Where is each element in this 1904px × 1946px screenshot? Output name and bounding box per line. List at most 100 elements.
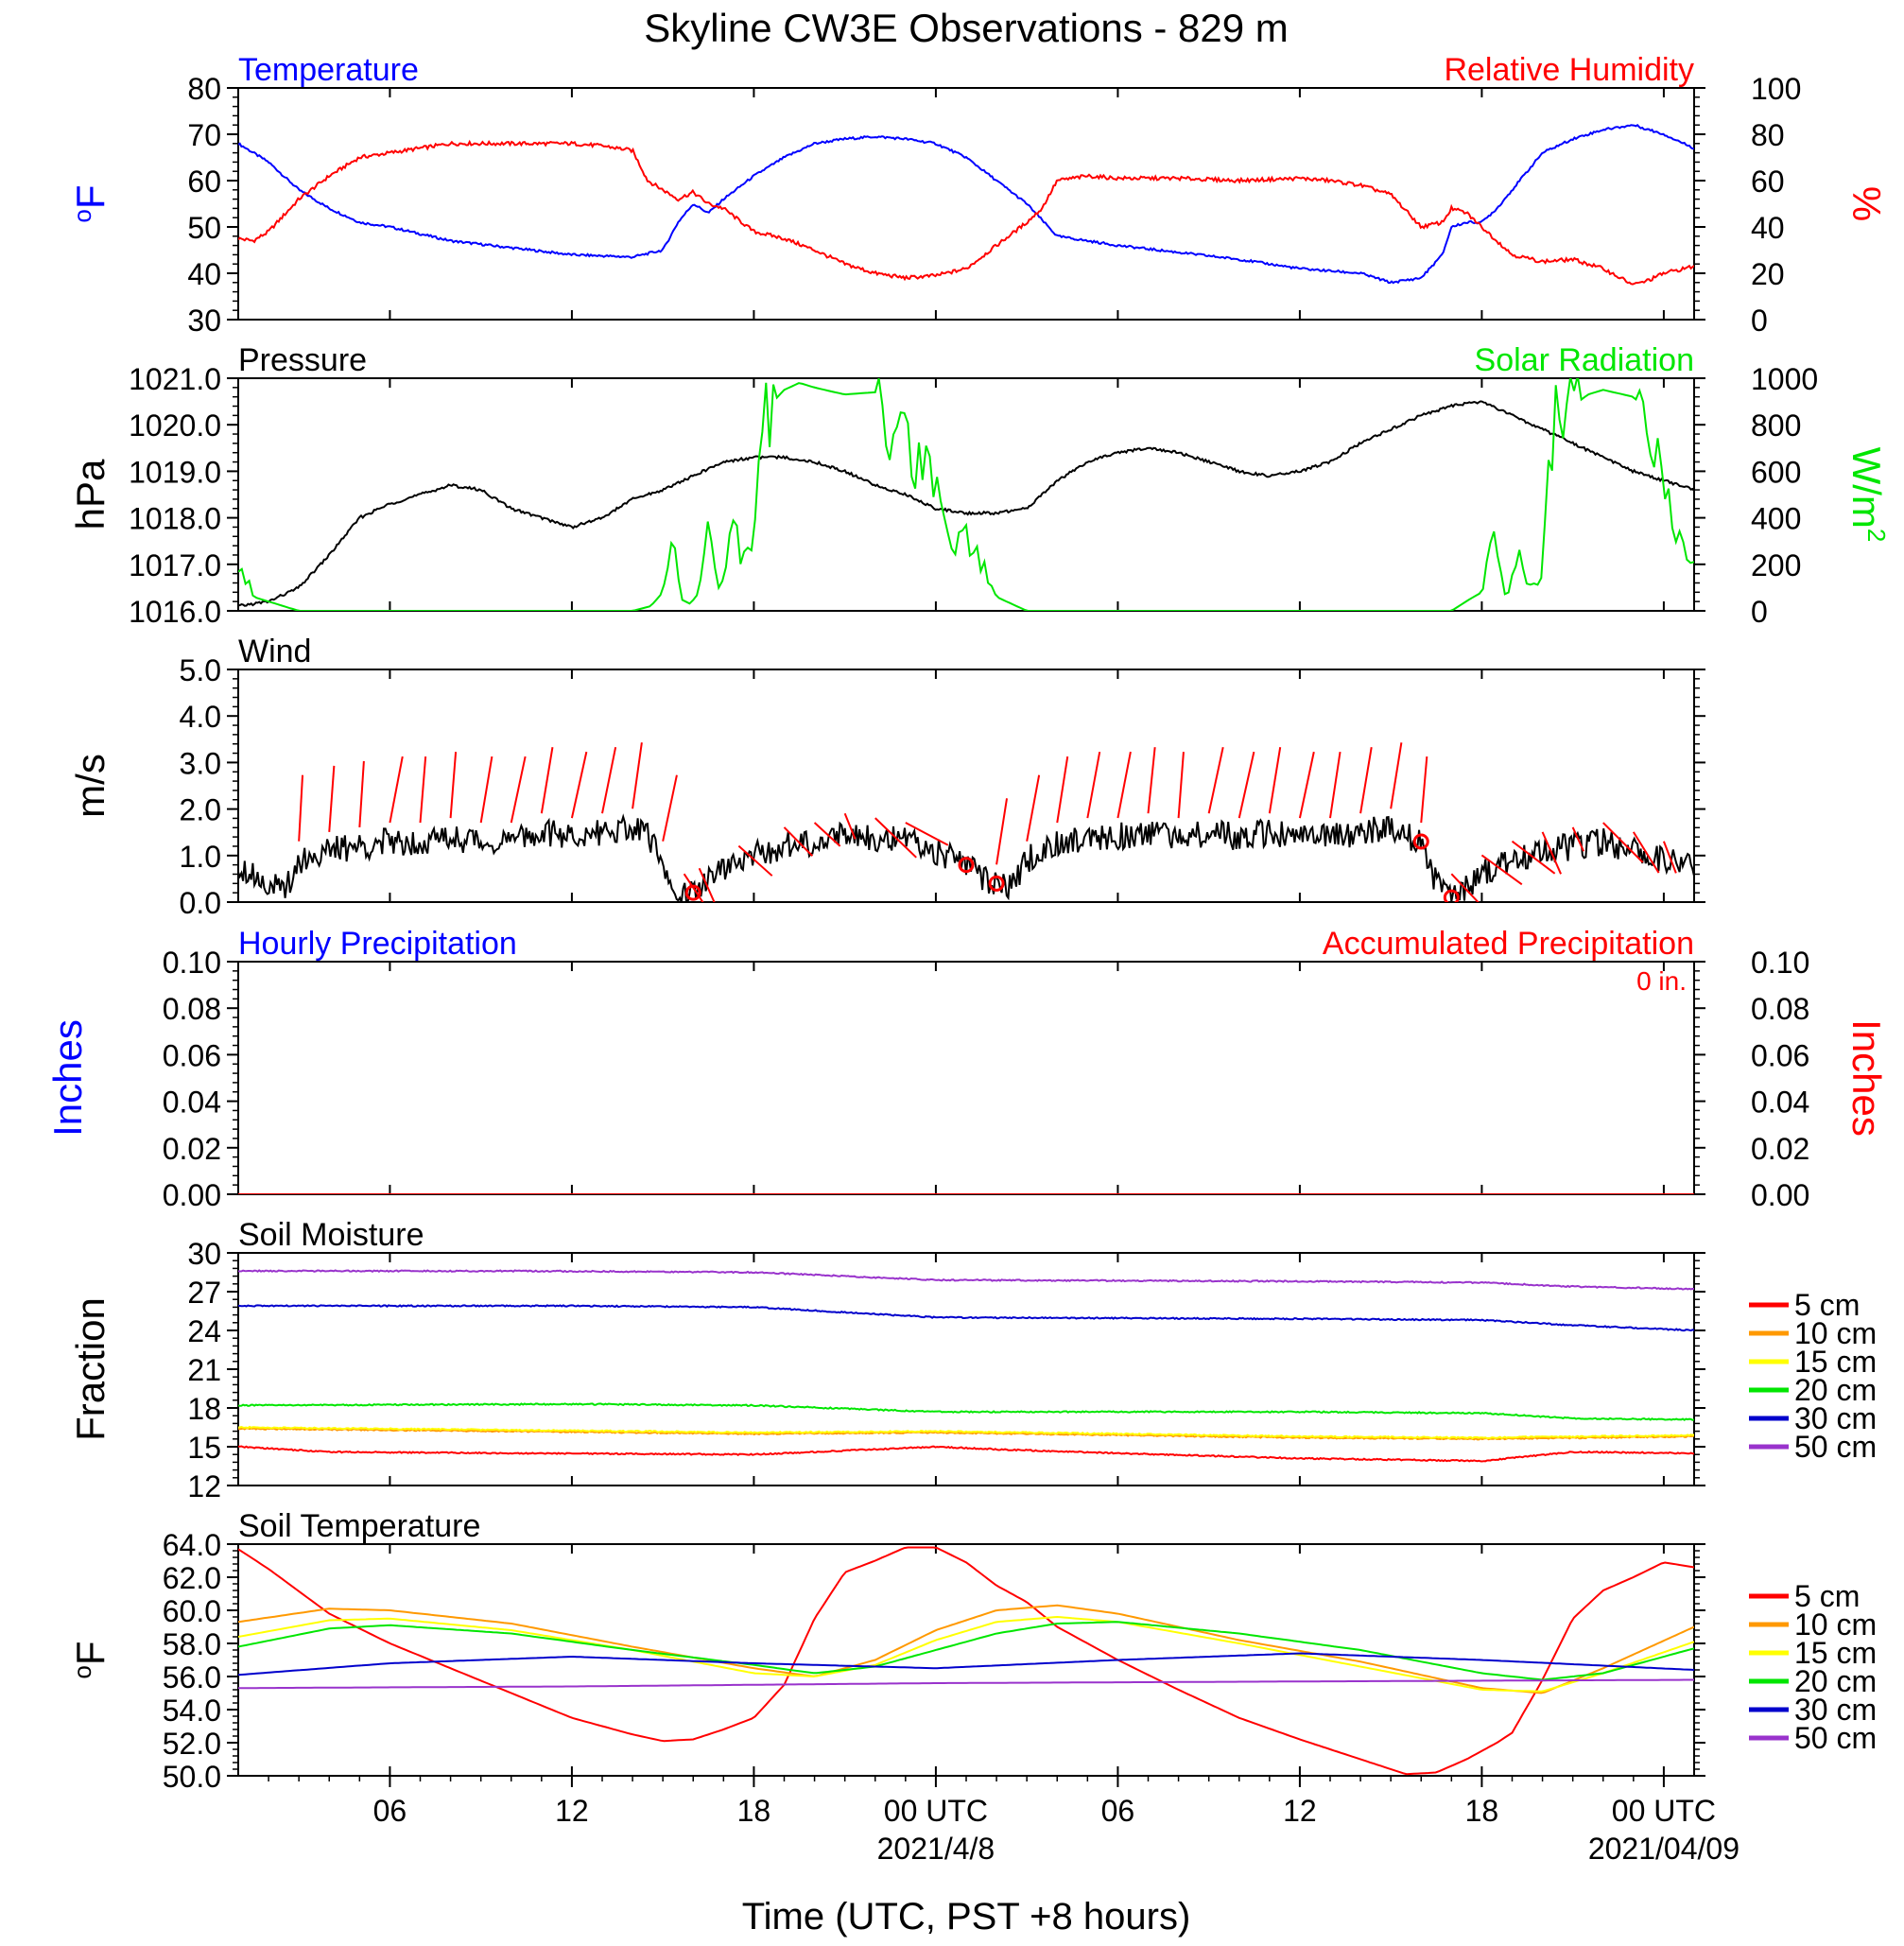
panel-left-title: Temperature — [238, 52, 419, 88]
x-axis: 06 12 18 00 UTC 06 12 18 00 UTC 2021/4/8 2021/04/… — [268, 1776, 1740, 1866]
legend-label: 30 cm — [1794, 1693, 1877, 1727]
right-unit-label: % — [1844, 186, 1889, 221]
right-tick-label: 0.02 — [1751, 1132, 1809, 1166]
panel-left-title: Pressure — [238, 342, 367, 378]
wind-barb — [1238, 751, 1255, 819]
right-tick-label: 0.06 — [1751, 1038, 1809, 1072]
left-tick-label: 18 — [187, 1392, 221, 1426]
degree-mark: o — [68, 1665, 96, 1678]
plot-frame — [237, 377, 1695, 612]
left-tick-label: 1.0 — [180, 840, 221, 874]
calm-wind-marker — [684, 884, 701, 901]
left-tick-label: 0.02 — [163, 1132, 221, 1166]
series-group — [238, 742, 1694, 902]
x-tick-label: 12 — [555, 1794, 589, 1828]
left-tick-label: 50 — [187, 211, 221, 245]
right-unit-label: Inches — [1844, 1019, 1889, 1137]
left-tick-label: 5.0 — [180, 653, 221, 687]
panel-right-title: Relative Humidity — [1444, 52, 1694, 88]
legend-label: 50 cm — [1794, 1430, 1877, 1464]
left-tick-label: 62.0 — [163, 1561, 221, 1595]
x-tick-label: 06 — [373, 1794, 407, 1828]
left-unit-label: hPa — [68, 459, 113, 530]
left-tick-label: 1021.0 — [129, 362, 221, 396]
right-tick-label: 200 — [1751, 548, 1801, 582]
left-tick-label: 24 — [187, 1314, 221, 1348]
right-tick-label: 400 — [1751, 502, 1801, 536]
right-tick-label: 600 — [1751, 455, 1801, 489]
calm-wind-marker — [958, 857, 975, 874]
left-tick-label: 40 — [187, 257, 221, 291]
series-line — [238, 1652, 1694, 1677]
wind-barb — [662, 774, 678, 842]
series-group — [238, 378, 1694, 611]
calm-wind-marker — [1443, 889, 1460, 902]
left-unit-label: oF — [68, 1641, 113, 1678]
series-line — [238, 378, 1694, 611]
wind-barb — [632, 742, 643, 809]
series-line — [238, 1546, 1694, 1776]
left-unit-label: Inches — [45, 1019, 90, 1137]
x-tick-label: 12 — [1283, 1794, 1317, 1828]
right-tick-label: 800 — [1751, 408, 1801, 443]
panel-wind: 5.0 4.0 3.0 2.0 1.0 0.0 Wind m/s — [68, 634, 1705, 920]
wind-barb — [737, 844, 773, 877]
x-tick-label: 18 — [1465, 1794, 1499, 1828]
plot-frame — [237, 961, 1695, 1195]
left-tick-label: 50.0 — [163, 1760, 221, 1794]
wind-barb — [1056, 756, 1069, 824]
x-axis-label: Time (UTC, PST +8 hours) — [742, 1896, 1191, 1937]
left-tick-label: 0.06 — [163, 1038, 221, 1072]
x-tick-label: 00 UTC — [1612, 1794, 1716, 1828]
plot-frame — [237, 669, 1695, 903]
wind-barb — [1632, 831, 1660, 874]
left-tick-label: 64.0 — [163, 1528, 221, 1562]
legend-label: 15 cm — [1794, 1636, 1877, 1670]
series-group — [238, 1546, 1694, 1776]
x-tick-label: 06 — [1101, 1794, 1135, 1828]
left-tick-label: 12 — [187, 1469, 221, 1503]
left-tick-label: 4.0 — [180, 700, 221, 734]
unit-letter: F — [68, 1641, 113, 1665]
wind-barb — [1511, 840, 1556, 875]
wind-barb — [1026, 774, 1041, 842]
series-group — [238, 1269, 1694, 1463]
wind-barb — [389, 756, 404, 824]
right-unit-label: W/m2 — [1844, 447, 1891, 543]
panel-right-title: Solar Radiation — [1475, 342, 1694, 378]
wind-barb — [1541, 831, 1562, 875]
legend-label: 10 cm — [1794, 1607, 1877, 1642]
left-tick-label: 0.00 — [163, 1178, 221, 1212]
wind-barb — [1207, 746, 1224, 814]
panel-precip: 0.10 0.08 0.06 0.04 0.02 0.00 0.10 0.08 0.06 0.04… — [45, 926, 1889, 1212]
wind-barb — [1662, 841, 1677, 874]
wind-barb — [1086, 751, 1101, 819]
wind-barb — [1329, 751, 1341, 819]
wind-barb — [1390, 742, 1403, 809]
wind-barb — [1571, 826, 1585, 852]
left-tick-label: 1020.0 — [129, 408, 221, 443]
right-tick-label: 0.00 — [1751, 1178, 1809, 1212]
panel-temp_rh: 80 70 60 50 40 30 100 80 60 40 20 0 Temperature Relat… — [68, 52, 1889, 338]
right-tick-label: 100 — [1751, 72, 1801, 106]
series-line — [238, 1445, 1694, 1463]
series-group — [238, 123, 1694, 286]
series-line — [238, 123, 1694, 285]
legend-label: 15 cm — [1794, 1345, 1877, 1379]
unit-base: W/m — [1844, 447, 1889, 529]
wind-barb — [843, 812, 857, 840]
left-tick-label: 52.0 — [163, 1727, 221, 1761]
wind-barb — [1147, 747, 1156, 814]
legend-label: 20 cm — [1794, 1664, 1877, 1698]
panel-soil_temperature: 64.062.060.058.056.054.052.050.0 Soil Tem… — [68, 1508, 1877, 1794]
right-tick-label: 40 — [1751, 211, 1785, 245]
series-line — [238, 1621, 1694, 1681]
series-line — [238, 1427, 1694, 1441]
x-date-label: 2021/4/8 — [877, 1832, 995, 1866]
left-tick-label: 2.0 — [180, 793, 221, 827]
wind-barb — [1116, 751, 1132, 819]
